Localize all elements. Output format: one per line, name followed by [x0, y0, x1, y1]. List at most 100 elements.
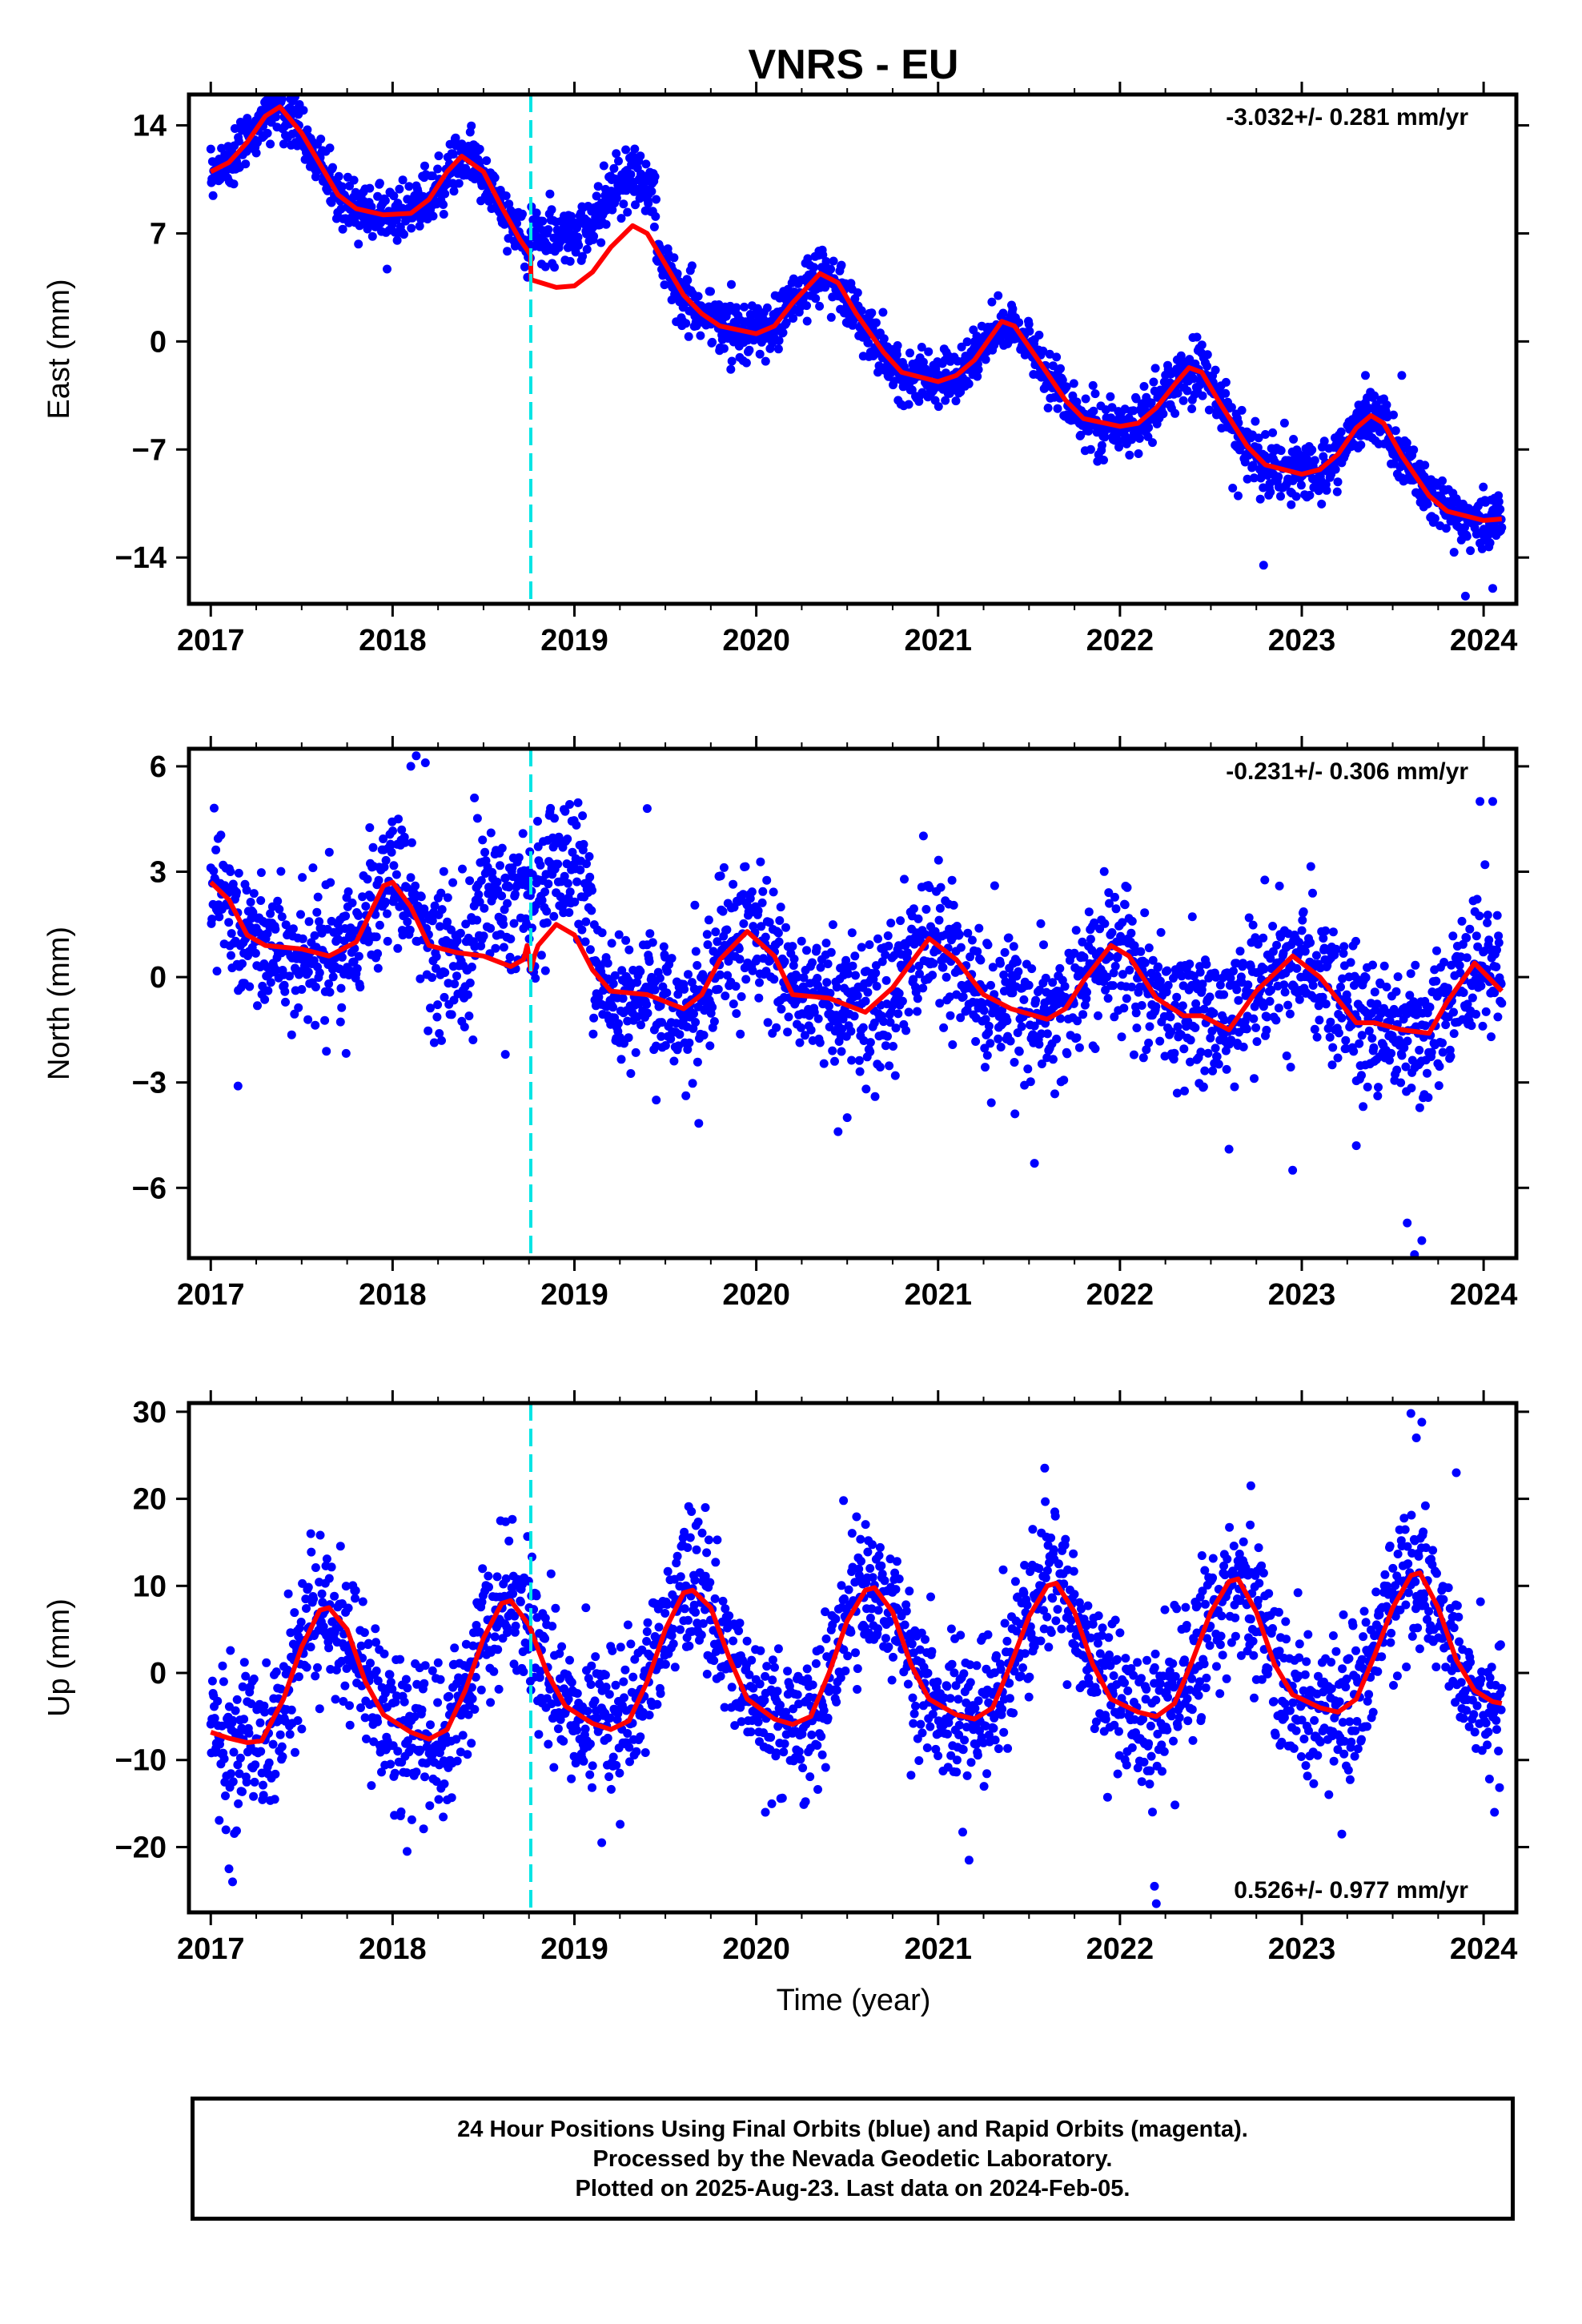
data-point [837, 260, 846, 270]
data-point [415, 221, 424, 231]
data-point [208, 191, 218, 200]
data-point [1248, 920, 1258, 930]
data-point [585, 872, 595, 882]
data-point [1296, 480, 1306, 490]
data-point [1254, 433, 1263, 443]
data-point [1492, 962, 1501, 971]
data-point [713, 937, 722, 947]
data-point [1432, 946, 1441, 955]
data-point [1056, 364, 1065, 373]
data-point [1239, 959, 1247, 968]
data-point [942, 972, 951, 982]
data-point [1472, 1010, 1481, 1019]
data-point [1449, 1029, 1459, 1039]
data-point [819, 1059, 829, 1068]
data-point [1389, 410, 1398, 420]
data-point [748, 966, 757, 975]
data-point [857, 306, 866, 316]
data-point [799, 973, 809, 983]
y-tick-label: 6 [150, 750, 167, 784]
y-tick-label: −14 [115, 541, 167, 575]
data-point [501, 191, 511, 200]
data-point [283, 80, 291, 89]
data-point [655, 973, 665, 983]
data-point [735, 955, 745, 964]
data-point [621, 935, 631, 945]
data-point [1479, 482, 1488, 492]
data-point [846, 1027, 856, 1036]
data-point [303, 1015, 313, 1024]
data-point [1107, 928, 1117, 937]
data-point [727, 279, 736, 289]
data-point [219, 1754, 229, 1763]
data-point [1420, 1021, 1430, 1031]
data-point [263, 128, 272, 138]
data-point [1268, 922, 1278, 931]
data-point [383, 909, 391, 919]
data-point [542, 918, 552, 927]
data-point [290, 1608, 299, 1618]
data-point [547, 205, 556, 215]
data-point [221, 1825, 231, 1835]
data-point [241, 1671, 251, 1681]
data-point [904, 1007, 913, 1017]
data-point [1488, 797, 1497, 806]
data-point [367, 231, 377, 241]
data-point [1396, 1078, 1406, 1088]
data-point [238, 959, 247, 968]
data-point [681, 1091, 691, 1100]
data-point [1306, 938, 1315, 947]
y-axis-label: East (mm) [42, 279, 76, 419]
data-point [1037, 1059, 1046, 1068]
data-point [1166, 1012, 1175, 1022]
data-point [789, 314, 798, 323]
data-point [1268, 428, 1278, 437]
data-point [279, 139, 288, 149]
data-point [621, 145, 631, 155]
data-point [233, 1081, 243, 1091]
data-point [1136, 947, 1146, 956]
data-point [1228, 484, 1238, 493]
data-point [800, 1031, 809, 1040]
data-point [1419, 472, 1429, 481]
data-point [626, 170, 636, 179]
data-point [256, 1747, 266, 1756]
data-point [642, 804, 652, 814]
data-point [234, 136, 243, 146]
data-point [938, 963, 948, 972]
data-point [1017, 1022, 1026, 1031]
data-point [757, 898, 767, 907]
x-tick-label: 2018 [359, 1278, 427, 1312]
data-point [518, 209, 527, 219]
data-point [1090, 389, 1100, 399]
data-point [1438, 1038, 1447, 1047]
data-point [829, 256, 838, 266]
data-point [1203, 1048, 1213, 1058]
data-point [722, 925, 732, 935]
data-point [1364, 1026, 1374, 1035]
data-point [389, 861, 399, 870]
data-point [461, 919, 471, 929]
data-point [865, 940, 874, 950]
data-point [299, 106, 308, 115]
data-point [662, 988, 672, 998]
data-point [616, 214, 626, 223]
data-point [1321, 926, 1331, 935]
data-point [1369, 1043, 1379, 1052]
data-point [1253, 939, 1263, 949]
data-point [1456, 968, 1465, 978]
data-point [775, 916, 785, 925]
data-point [739, 919, 749, 928]
plot-frame [187, 746, 1519, 1261]
data-point [596, 238, 606, 247]
data-point [774, 937, 784, 947]
data-point [1477, 544, 1487, 553]
data-point [1127, 983, 1137, 991]
data-point [1252, 1037, 1262, 1047]
data-point [619, 199, 628, 209]
data-point [809, 263, 819, 272]
data-point [251, 1760, 260, 1770]
data-point [325, 143, 335, 153]
data-point [1146, 398, 1156, 408]
data-point [260, 995, 270, 1004]
